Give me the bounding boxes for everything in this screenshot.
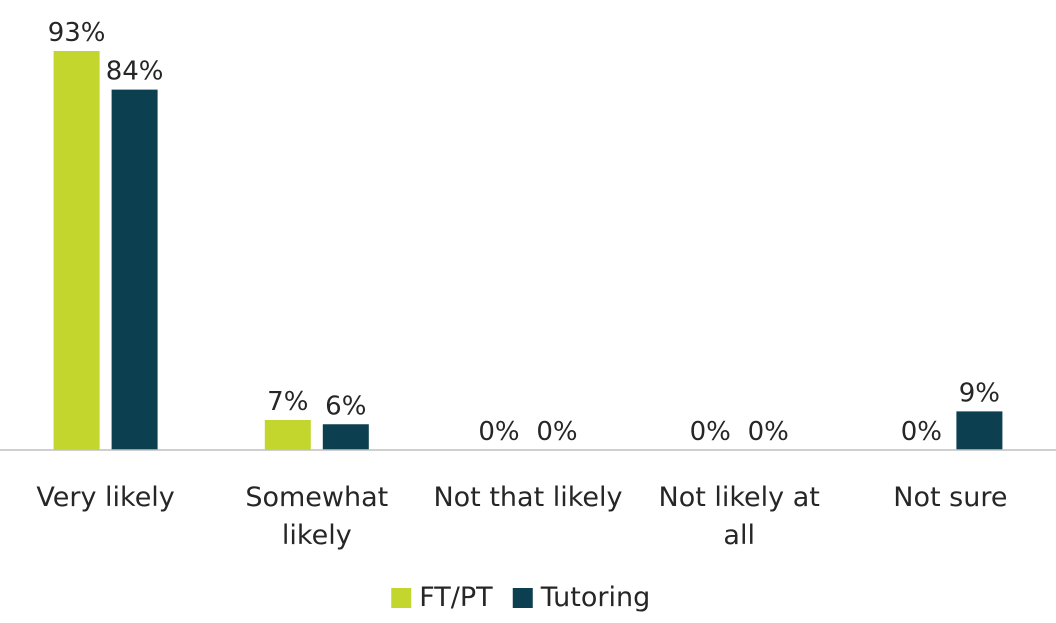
category-labels-layer: Very likely Somewhat likely Not that likely… (36, 482, 1007, 551)
legend-swatch (391, 588, 412, 608)
category-label: Not sure (893, 482, 1007, 513)
category-label: Not likely at (659, 482, 820, 513)
data-label: 84% (106, 57, 164, 87)
category-label: Very likely (36, 482, 174, 513)
data-label: 0% (478, 417, 519, 447)
category-label: Not that likely (433, 482, 622, 513)
category-label: likely (282, 520, 352, 551)
bar-tutoring-4 (956, 411, 1003, 450)
legend: FT/PT Tutoring (391, 582, 650, 613)
legend-label: Tutoring (540, 582, 650, 613)
category-label: Somewhat (245, 482, 388, 513)
data-label: 0% (748, 417, 789, 447)
legend-swatch (512, 588, 533, 608)
data-label: 6% (325, 391, 366, 421)
data-label: 7% (267, 387, 308, 417)
data-labels-layer: 93%84% 7% 6% 0% 0% 0% 0% 0% 9% (48, 18, 1000, 447)
bar-ft-pt-1 (264, 419, 311, 450)
legend-label: FT/PT (419, 582, 493, 613)
data-label: 0% (690, 417, 731, 447)
bar-tutoring-0 (111, 89, 158, 450)
data-label: 0% (901, 417, 942, 447)
bar-tutoring-1 (322, 424, 369, 450)
data-label: 93% (48, 18, 106, 48)
category-label: all (723, 520, 755, 551)
data-label: 0% (536, 417, 577, 447)
data-label: 9% (959, 378, 1000, 408)
bars-layer (53, 51, 1003, 450)
bar-ft-pt-0 (53, 51, 100, 450)
